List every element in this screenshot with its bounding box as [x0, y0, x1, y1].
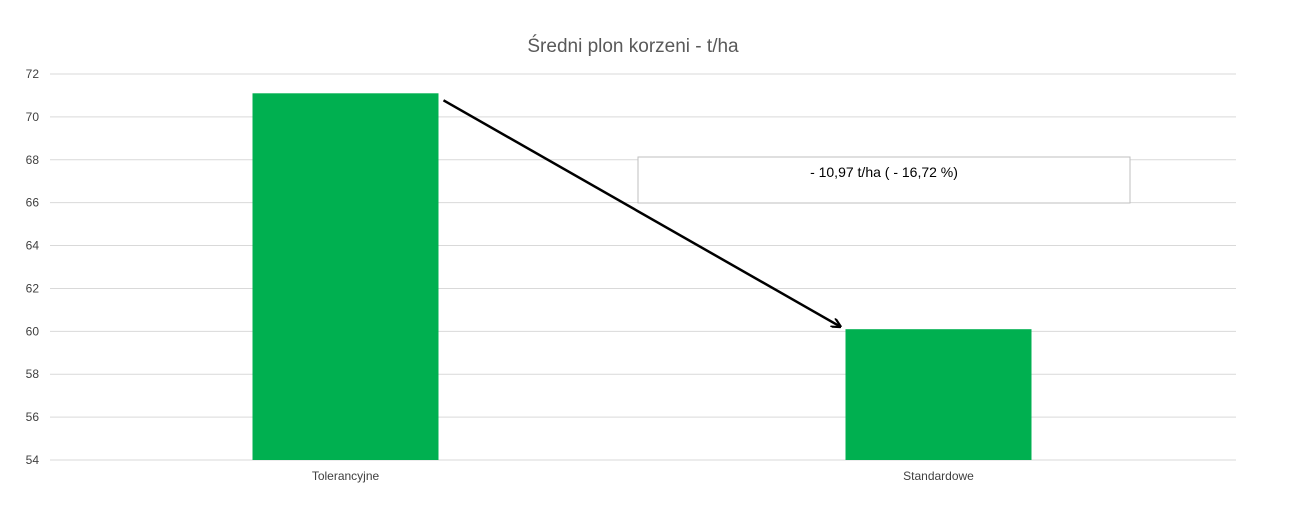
y-tick-label: 58 [26, 367, 40, 381]
y-axis-ticks: 54 56 58 60 62 64 66 68 70 72 [26, 67, 40, 467]
y-tick-label: 64 [26, 239, 40, 253]
annotation-box [637, 156, 1131, 204]
y-tick-label: 68 [26, 153, 40, 167]
bars [252, 93, 1032, 461]
annotation-arrow [442, 99, 840, 326]
annotation-label: - 10,97 t/ha ( - 16,72 %) [810, 164, 958, 180]
y-tick-label: 54 [26, 453, 40, 467]
y-tick-label: 70 [26, 110, 40, 124]
chart-title: Średni plon korzeni - t/ha [527, 35, 739, 57]
gridlines [50, 73, 1236, 461]
y-tick-label: 72 [26, 67, 40, 81]
x-tick-label: Standardowe [903, 469, 974, 483]
bar [845, 329, 1032, 460]
y-tick-label: 60 [26, 324, 40, 338]
y-tick-label: 62 [26, 281, 40, 295]
x-axis-ticks: Tolerancyjne Standardowe [312, 469, 974, 483]
bar [252, 93, 439, 461]
x-tick-label: Tolerancyjne [312, 469, 380, 483]
y-tick-label: 56 [26, 410, 40, 424]
y-tick-label: 66 [26, 196, 40, 210]
annotation: - 10,97 t/ha ( - 16,72 %) [442, 99, 1131, 326]
